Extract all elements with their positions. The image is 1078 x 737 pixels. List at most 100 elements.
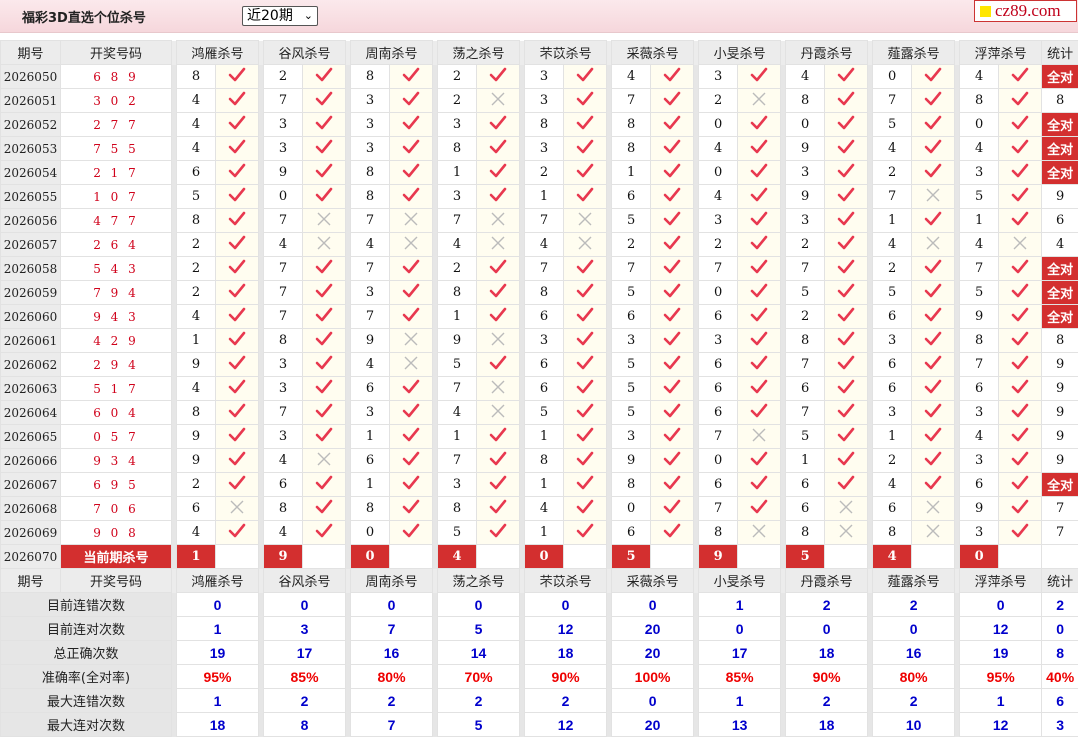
kill-number-cell: 3	[699, 65, 738, 89]
kill-number-cell: 9	[438, 329, 477, 353]
check-icon	[390, 497, 433, 521]
draw-number-cell: 3 0 2	[61, 89, 172, 113]
check-icon	[999, 401, 1042, 425]
summary-value: 17	[264, 641, 346, 665]
cross-icon	[738, 521, 781, 545]
check-icon	[912, 449, 955, 473]
header-period: 期号	[1, 569, 61, 593]
check-icon	[390, 425, 433, 449]
period-cell: 2026057	[1, 233, 61, 257]
top-bar: 福彩3D直选个位杀号 近20期⌄	[0, 0, 1078, 33]
summary-value: 1	[177, 689, 259, 713]
kill-number-cell: 7	[525, 257, 564, 281]
check-icon	[390, 401, 433, 425]
kill-number-cell: 8	[177, 209, 216, 233]
header-predictor: 鸿雁杀号	[177, 41, 259, 65]
header-stat: 统计	[1042, 569, 1078, 593]
summary-value: 95%	[177, 665, 259, 689]
kill-number-cell: 6	[699, 353, 738, 377]
header-predictor: 采薇杀号	[612, 569, 694, 593]
check-icon	[999, 329, 1042, 353]
summary-value: 0	[960, 593, 1042, 617]
header-predictor: 周南杀号	[351, 569, 433, 593]
check-icon	[912, 65, 955, 89]
kill-number-cell: 2	[525, 161, 564, 185]
kill-number-cell: 7	[873, 89, 912, 113]
check-icon	[216, 353, 259, 377]
kill-number-cell: 6	[264, 473, 303, 497]
summary-value: 14	[438, 641, 520, 665]
site-logo[interactable]: cz89.com	[974, 0, 1077, 22]
check-icon	[477, 353, 520, 377]
stat-cell: 8	[1042, 329, 1078, 353]
stat-cell: 9	[1042, 449, 1078, 473]
check-icon	[564, 377, 607, 401]
check-icon	[564, 353, 607, 377]
check-icon	[651, 329, 694, 353]
period-range-select[interactable]: 近20期⌄	[242, 6, 318, 26]
check-icon	[912, 89, 955, 113]
summary-value: 1	[699, 593, 781, 617]
current-kill-number: 0	[525, 545, 564, 569]
kill-number-cell: 6	[351, 449, 390, 473]
header-predictor: 荡之杀号	[438, 569, 520, 593]
current-kill-number: 0	[960, 545, 999, 569]
period-cell: 2026054	[1, 161, 61, 185]
check-icon	[303, 521, 346, 545]
draw-number-cell: 9 3 4	[61, 449, 172, 473]
kill-number-cell: 3	[873, 401, 912, 425]
check-icon	[738, 497, 781, 521]
check-icon	[303, 185, 346, 209]
empty-cell	[738, 545, 781, 569]
draw-number-cell: 5 4 3	[61, 257, 172, 281]
summary-value: 5	[438, 617, 520, 641]
kill-number-cell: 6	[699, 401, 738, 425]
check-icon	[477, 305, 520, 329]
kill-number-cell: 4	[177, 137, 216, 161]
kill-number-cell: 9	[177, 353, 216, 377]
kill-number-cell: 8	[351, 185, 390, 209]
cross-icon	[738, 89, 781, 113]
current-kill-number: 9	[699, 545, 738, 569]
cross-icon	[477, 89, 520, 113]
check-icon	[651, 521, 694, 545]
kill-number-cell: 2	[177, 473, 216, 497]
kill-number-cell: 5	[438, 521, 477, 545]
check-icon	[477, 473, 520, 497]
kill-number-cell: 5	[612, 209, 651, 233]
kill-number-cell: 2	[177, 281, 216, 305]
stat-cell: 全对	[1042, 305, 1078, 329]
check-icon	[303, 257, 346, 281]
summary-stat: 40%	[1042, 665, 1078, 689]
kill-number-cell: 2	[873, 257, 912, 281]
kill-number-cell: 4	[525, 497, 564, 521]
summary-value: 19	[960, 641, 1042, 665]
header-predictor: 丹霞杀号	[786, 569, 868, 593]
stat-cell: 全对	[1042, 65, 1078, 89]
cross-icon	[477, 401, 520, 425]
check-icon	[825, 113, 868, 137]
cross-icon	[564, 233, 607, 257]
check-icon	[216, 281, 259, 305]
check-icon	[738, 257, 781, 281]
check-icon	[216, 401, 259, 425]
kill-number-cell: 4	[177, 305, 216, 329]
check-icon	[999, 497, 1042, 521]
kill-number-cell: 7	[351, 305, 390, 329]
kill-number-cell: 7	[699, 425, 738, 449]
kill-number-cell: 6	[525, 377, 564, 401]
check-icon	[216, 257, 259, 281]
stat-cell: 全对	[1042, 113, 1078, 137]
check-icon	[564, 521, 607, 545]
kill-number-cell: 4	[612, 65, 651, 89]
kill-number-cell: 4	[351, 233, 390, 257]
stat-cell: 9	[1042, 425, 1078, 449]
check-icon	[303, 473, 346, 497]
check-icon	[477, 185, 520, 209]
check-icon	[216, 65, 259, 89]
